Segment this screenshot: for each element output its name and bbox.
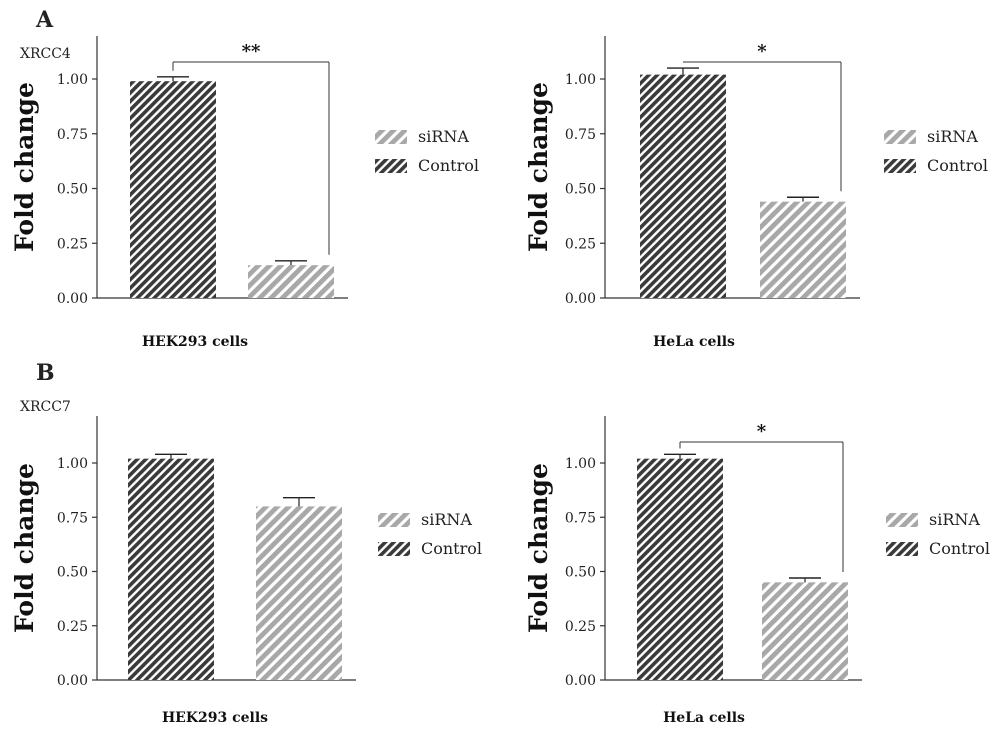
legend-label-control: Control [929, 539, 990, 558]
legend-label-control: Control [418, 156, 479, 175]
legend-swatch-sirna [884, 130, 916, 144]
significance-label: * [757, 41, 767, 62]
y-tick-label: 0.75 [57, 127, 88, 143]
y-tick-label: 0.75 [57, 510, 88, 526]
y-tick-label: 0.00 [57, 291, 88, 307]
y-tick-label: 0.75 [565, 127, 596, 143]
legend-label-sirna: siRNA [929, 510, 980, 529]
y-axis-title: Fold change [10, 82, 39, 252]
y-tick-label: 1.00 [565, 72, 596, 88]
legend-swatch-control [375, 159, 407, 173]
y-tick-label: 0.50 [565, 565, 596, 581]
legend-label-sirna: siRNA [421, 510, 472, 529]
gene-label-xrcc7: XRCC7 [20, 399, 71, 415]
y-tick-label: 0.25 [57, 236, 88, 252]
y-tick-label: 0.75 [565, 510, 596, 526]
y-tick-label: 0.00 [57, 673, 88, 689]
legend-label-control: Control [421, 539, 482, 558]
significance-bracket: ** [172, 41, 330, 255]
bar-control [637, 458, 723, 680]
bar-sirna [762, 582, 848, 680]
chart-3: 0.00 0.25 0.50 0.75 1.00 Fold change HEK293 ce… [10, 416, 482, 726]
x-axis-title: HeLa cells [653, 334, 735, 350]
bar-sirna [248, 265, 334, 298]
significance-bracket: * [682, 41, 842, 192]
legend-label-sirna: siRNA [927, 127, 978, 146]
y-tick-label: 0.50 [57, 182, 88, 198]
gene-label-xrcc4: XRCC4 [20, 46, 71, 62]
legend-label-sirna: siRNA [418, 127, 469, 146]
panel-label-b: B [36, 360, 55, 386]
legend-swatch-control [378, 542, 410, 556]
legend-swatch-control [886, 542, 918, 556]
y-axis-title: Fold change [524, 82, 553, 252]
charts-group: 0.00 0.25 0.50 0.75 1.00 Fold change HEK293 ce… [10, 36, 990, 726]
chart-2: 0.00 0.25 0.50 0.75 1.00 Fold change HeLa cell… [524, 36, 988, 350]
y-tick-label: 1.00 [57, 72, 88, 88]
y-tick-label: 0.00 [565, 291, 596, 307]
y-tick-label: 1.00 [57, 456, 88, 472]
legend-swatch-sirna [378, 513, 410, 527]
legend-label-control: Control [927, 156, 988, 175]
bar-sirna [760, 201, 846, 298]
chart-4: 0.00 0.25 0.50 0.75 1.00 Fold change HeLa cell… [524, 416, 990, 726]
bar-sirna [256, 506, 342, 680]
y-tick-label: 0.25 [57, 619, 88, 635]
legend-swatch-sirna [886, 513, 918, 527]
x-axis-title: HeLa cells [663, 710, 745, 726]
y-axis-title: Fold change [524, 463, 553, 633]
legend-swatch-control [884, 159, 916, 173]
y-tick-label: 0.00 [565, 673, 596, 689]
y-tick-label: 0.50 [57, 565, 88, 581]
bar-control [130, 81, 216, 298]
y-axis-title: Fold change [10, 463, 39, 633]
bar-control [128, 458, 214, 680]
y-tick-label: 1.00 [565, 456, 596, 472]
x-axis-title: HEK293 cells [142, 334, 248, 350]
y-tick-label: 0.25 [565, 236, 596, 252]
bar-control [640, 74, 726, 299]
significance-bracket: * [679, 421, 844, 573]
x-axis-title: HEK293 cells [162, 710, 268, 726]
legend-swatch-sirna [375, 130, 407, 144]
significance-label: ** [242, 41, 261, 62]
significance-label: * [757, 421, 767, 442]
y-tick-label: 0.25 [565, 619, 596, 635]
panel-label-a: A [35, 7, 54, 33]
chart-1: 0.00 0.25 0.50 0.75 1.00 Fold change HEK293 ce… [10, 36, 479, 350]
y-tick-label: 0.50 [565, 182, 596, 198]
